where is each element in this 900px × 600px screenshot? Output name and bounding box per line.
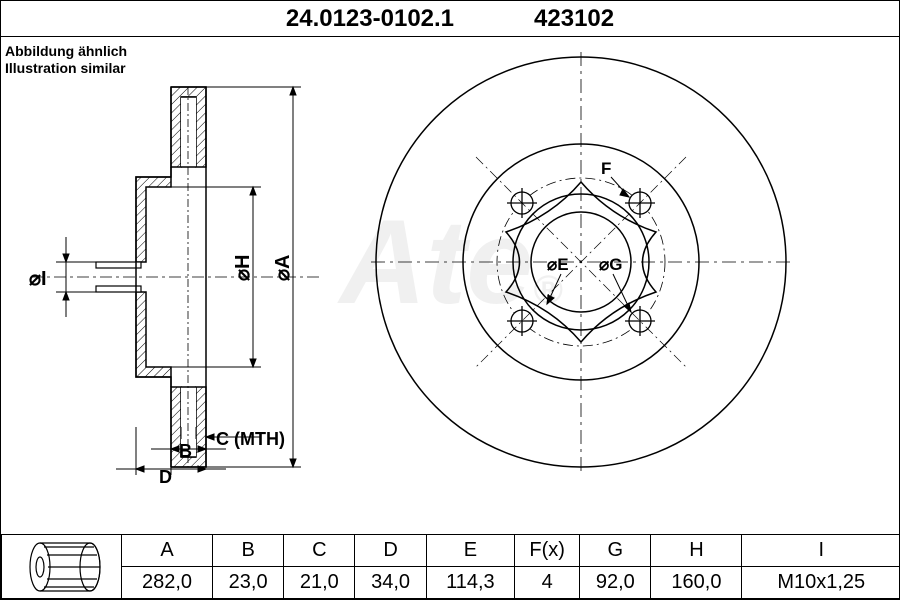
label-f: F bbox=[601, 159, 611, 178]
header-bar: 24.0123-0102.1 423102 bbox=[1, 1, 899, 37]
part-number-1: 24.0123-0102.1 bbox=[286, 5, 454, 33]
label-b: B bbox=[179, 441, 192, 461]
label-dia-a: ⌀A bbox=[272, 255, 294, 281]
val-C: 21,0 bbox=[284, 567, 355, 599]
spec-table-el: A B C D E F(x) G H I 282,0 23,0 21,0 34,… bbox=[1, 534, 900, 599]
label-dia-g: ⌀G bbox=[599, 255, 622, 274]
bottom-dims-svg: B D C (MTH) bbox=[1, 427, 331, 487]
label-dia-h: ⌀H bbox=[232, 255, 254, 281]
part-number-2: 423102 bbox=[534, 5, 614, 33]
label-d: D bbox=[159, 467, 172, 487]
val-I: M10x1,25 bbox=[742, 567, 900, 599]
page-root: 24.0123-0102.1 423102 Abbildung ähnlich … bbox=[0, 0, 900, 600]
col-B: B bbox=[213, 535, 284, 567]
col-D: D bbox=[355, 535, 426, 567]
face-view-svg: ⌀E ⌀G F bbox=[361, 42, 801, 482]
disc-thumb-icon bbox=[12, 539, 112, 595]
val-F: 4 bbox=[515, 567, 580, 599]
spec-table: A B C D E F(x) G H I 282,0 23,0 21,0 34,… bbox=[1, 534, 900, 599]
val-B: 23,0 bbox=[213, 567, 284, 599]
col-A: A bbox=[122, 535, 213, 567]
val-G: 92,0 bbox=[580, 567, 651, 599]
col-G: G bbox=[580, 535, 651, 567]
val-H: 160,0 bbox=[651, 567, 742, 599]
val-E: 114,3 bbox=[426, 567, 514, 599]
col-F: F(x) bbox=[515, 535, 580, 567]
thumb-cell bbox=[2, 535, 122, 599]
label-dia-e: ⌀E bbox=[547, 255, 569, 274]
label-dia-i: ⌀I bbox=[29, 268, 47, 290]
table-header-row: A B C D E F(x) G H I bbox=[2, 535, 900, 567]
col-E: E bbox=[426, 535, 514, 567]
col-C: C bbox=[284, 535, 355, 567]
val-D: 34,0 bbox=[355, 567, 426, 599]
val-A: 282,0 bbox=[122, 567, 213, 599]
table-value-row: 282,0 23,0 21,0 34,0 114,3 4 92,0 160,0 … bbox=[2, 567, 900, 599]
drawing-area: Ate® bbox=[1, 37, 900, 487]
col-H: H bbox=[651, 535, 742, 567]
label-c: C (MTH) bbox=[216, 429, 285, 449]
cross-section-svg: ⌀I ⌀H ⌀A bbox=[1, 37, 331, 487]
col-I: I bbox=[742, 535, 900, 567]
